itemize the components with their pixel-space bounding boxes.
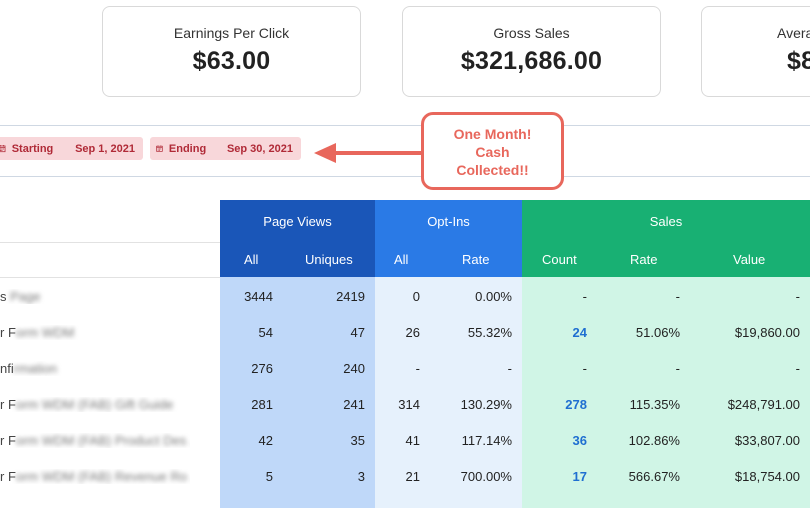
cell-sa-rate: 115.35%: [629, 397, 680, 412]
cell-sa-count-link[interactable]: 17: [572, 469, 587, 484]
cell-sa-value: $248,791.00: [727, 397, 800, 412]
cell-sa-value: -: [795, 289, 800, 304]
cell-sa-rate: 51.06%: [635, 325, 680, 340]
row-page-name[interactable]: r Form WDM (FAB) Revenue Ro ..: [0, 469, 190, 484]
cell-oi-rate: 55.32%: [467, 325, 512, 340]
cell-oi-rate: 130.29%: [460, 397, 512, 412]
cell-pv-all: 281: [251, 397, 273, 412]
cell-sa-rate: -: [675, 289, 680, 304]
kpi-value: $63.00: [192, 47, 271, 75]
table-row[interactable]: r Form WDM (FAB) Gift Guide 281 241 314 …: [0, 388, 810, 424]
cell-sa-rate: 102.86%: [628, 433, 680, 448]
sales-subheader: Count Rate Value: [522, 242, 810, 277]
cell-pv-uniques: 241: [343, 397, 365, 412]
column-header-count[interactable]: Count: [542, 252, 577, 267]
cell-sa-count-link[interactable]: 36: [572, 433, 587, 448]
kpi-value: $321,686.00: [460, 47, 603, 75]
column-header-value[interactable]: Value: [733, 252, 766, 267]
row-page-name[interactable]: r Form WDM: [0, 325, 75, 340]
cell-sa-count: -: [582, 361, 587, 376]
cell-sa-value: $33,807.00: [734, 433, 800, 448]
table-row[interactable]: r Form WDM (FAB) Revenue Ro .. 5 3 21 70…: [0, 460, 810, 496]
kpi-label: Gross Sales: [493, 25, 570, 41]
kpi-value: $8: [787, 47, 810, 75]
cell-pv-uniques: 3: [357, 469, 365, 484]
kpi-card-earnings-per-click: Earnings Per Click $63.00: [102, 6, 361, 97]
cell-oi-rate: -: [507, 361, 512, 376]
cell-oi-rate: 0.00%: [475, 289, 512, 304]
opt-ins-header: Opt-Ins: [375, 200, 522, 242]
cell-sa-count-link[interactable]: 278: [565, 397, 587, 412]
cell-pv-all: 5: [265, 469, 273, 484]
cell-pv-all: 276: [251, 361, 273, 376]
end-date-label: Ending: [168, 142, 207, 155]
annotation-line: One Month!: [453, 126, 532, 142]
kpi-card-average: Avera $8: [701, 6, 810, 97]
calendar-icon: [156, 145, 163, 152]
start-date-label: Starting: [11, 142, 54, 155]
start-date-value: Sep 1, 2021: [75, 142, 135, 155]
cell-pv-all: 3444: [244, 289, 273, 304]
cell-oi-all: -: [415, 361, 420, 376]
cell-sa-value: $19,860.00: [734, 325, 800, 340]
start-date-filter[interactable]: Starting Sep 1, 2021: [0, 137, 143, 160]
cell-sa-rate: 566.67%: [628, 469, 680, 484]
cell-pv-uniques: 240: [343, 361, 365, 376]
opt-ins-subheader: All Rate: [375, 242, 522, 277]
page-views-subheader: All Uniques: [220, 242, 375, 277]
calendar-icon: [0, 144, 6, 153]
cell-sa-value: -: [795, 361, 800, 376]
kpi-card-gross-sales: Gross Sales $321,686.00: [402, 6, 661, 97]
cell-sa-count: -: [582, 289, 587, 304]
cell-oi-all: 314: [398, 397, 420, 412]
sales-header: Sales: [522, 200, 810, 242]
date-filter-bar: Starting Sep 1, 2021 Ending Sep 30, 2021: [0, 125, 810, 177]
annotation-line: Collected!!: [456, 162, 529, 178]
annotation-callout: One Month! Cash Collected!!: [421, 112, 564, 190]
column-header-all[interactable]: All: [244, 252, 259, 267]
cell-sa-value: $18,754.00: [734, 469, 800, 484]
column-header-uniques[interactable]: Uniques: [305, 252, 353, 267]
divider: [0, 277, 220, 278]
row-page-name[interactable]: r Form WDM (FAB) Product Des ..: [0, 433, 190, 448]
end-date-value: Sep 30, 2021: [226, 142, 293, 155]
table-row[interactable]: s Page 3444 2419 0 0.00% - - -: [0, 280, 810, 316]
cell-sa-count-link[interactable]: 24: [572, 325, 587, 340]
row-page-name[interactable]: s Page: [0, 289, 41, 304]
cell-oi-all: 0: [412, 289, 420, 304]
table-row[interactable]: nfirmation 276 240 - - - - -: [0, 352, 810, 388]
cell-oi-rate: 700.00%: [460, 469, 512, 484]
cell-oi-all: 21: [405, 469, 420, 484]
kpi-label: Avera: [777, 25, 810, 41]
row-page-name[interactable]: nfirmation: [0, 361, 58, 376]
annotation-line: Cash: [475, 144, 510, 160]
cell-pv-uniques: 2419: [336, 289, 365, 304]
column-header-rate[interactable]: Rate: [630, 252, 658, 267]
cell-pv-all: 42: [258, 433, 273, 448]
arrow-left-icon: [314, 143, 422, 163]
row-page-name[interactable]: r Form WDM (FAB) Gift Guide: [0, 397, 174, 412]
table-row[interactable]: r Form WDM 54 47 26 55.32% 24 51.06% $19…: [0, 316, 810, 352]
table-row[interactable]: r Form WDM (FAB) Product Des .. 42 35 41…: [0, 424, 810, 460]
cell-sa-rate: -: [675, 361, 680, 376]
cell-pv-uniques: 47: [350, 325, 365, 340]
end-date-filter[interactable]: Ending Sep 30, 2021: [150, 137, 301, 160]
cell-oi-all: 26: [405, 325, 420, 340]
kpi-label: Earnings Per Click: [173, 25, 290, 41]
divider: [0, 242, 220, 243]
cell-oi-all: 41: [405, 433, 420, 448]
cell-pv-uniques: 35: [350, 433, 365, 448]
page-views-header: Page Views: [220, 200, 375, 242]
cell-oi-rate: 117.14%: [461, 433, 512, 448]
column-header-rate[interactable]: Rate: [462, 252, 490, 267]
column-header-all[interactable]: All: [394, 252, 409, 267]
cell-pv-all: 54: [258, 325, 273, 340]
